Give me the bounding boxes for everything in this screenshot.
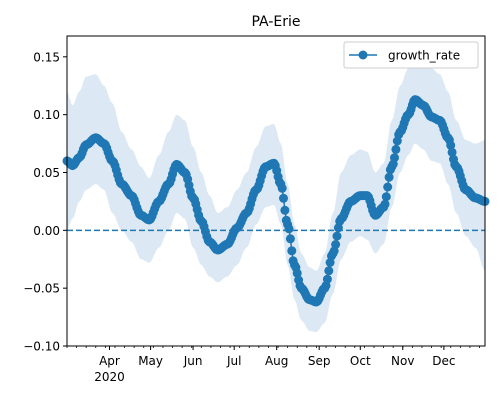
data-point [292,268,302,278]
confidence-band [67,56,485,333]
legend-box [343,41,479,69]
y-tick-label: −0.10 [23,340,60,354]
legend-marker-swatch [358,50,368,60]
x-tick-label: Dec [432,354,455,368]
y-tick-label: 0.15 [33,50,60,64]
data-point [391,144,401,154]
x-tick-label: Apr [99,354,120,368]
data-point [332,231,342,241]
x-axis: Apr 2020 May Jun Jul Aug Sep Oct Nov Dec [66,346,480,384]
data-point [446,140,456,150]
legend-label: growth_rate [388,49,460,63]
data-point [285,234,295,244]
x-tick-year-label: 2020 [94,370,125,384]
data-point [331,240,341,249]
y-axis: −0.10 −0.05 0.00 0.05 0.10 0.15 [23,50,67,354]
data-point [322,274,332,284]
data-point [447,147,457,157]
x-tick-label: May [138,354,163,368]
y-tick-label: −0.05 [23,282,60,296]
chart-title: PA-Erie [252,14,301,30]
data-point [381,192,391,202]
y-tick-label: 0.10 [33,108,60,122]
x-tick-label: Jul [226,354,241,368]
data-point [324,266,334,276]
data-point [277,183,287,193]
data-point [383,182,393,192]
x-tick-label: Nov [391,354,414,368]
data-point [287,246,297,256]
data-point [284,224,294,234]
data-point [384,172,394,182]
legend: growth_rate [343,41,479,69]
x-tick-label: Aug [265,354,288,368]
x-tick-label: Oct [350,354,371,368]
x-tick-label: Jun [183,354,203,368]
data-point [280,205,290,215]
y-tick-label: 0.00 [33,224,60,238]
plot-area-frame [66,35,486,347]
data-point [390,153,399,163]
data-point [380,199,390,209]
x-tick-label: Sep [308,354,331,368]
series-marker-layer [62,95,490,307]
confidence-band-layer [67,56,485,333]
data-point [279,193,288,203]
y-tick-label: 0.05 [33,166,60,180]
